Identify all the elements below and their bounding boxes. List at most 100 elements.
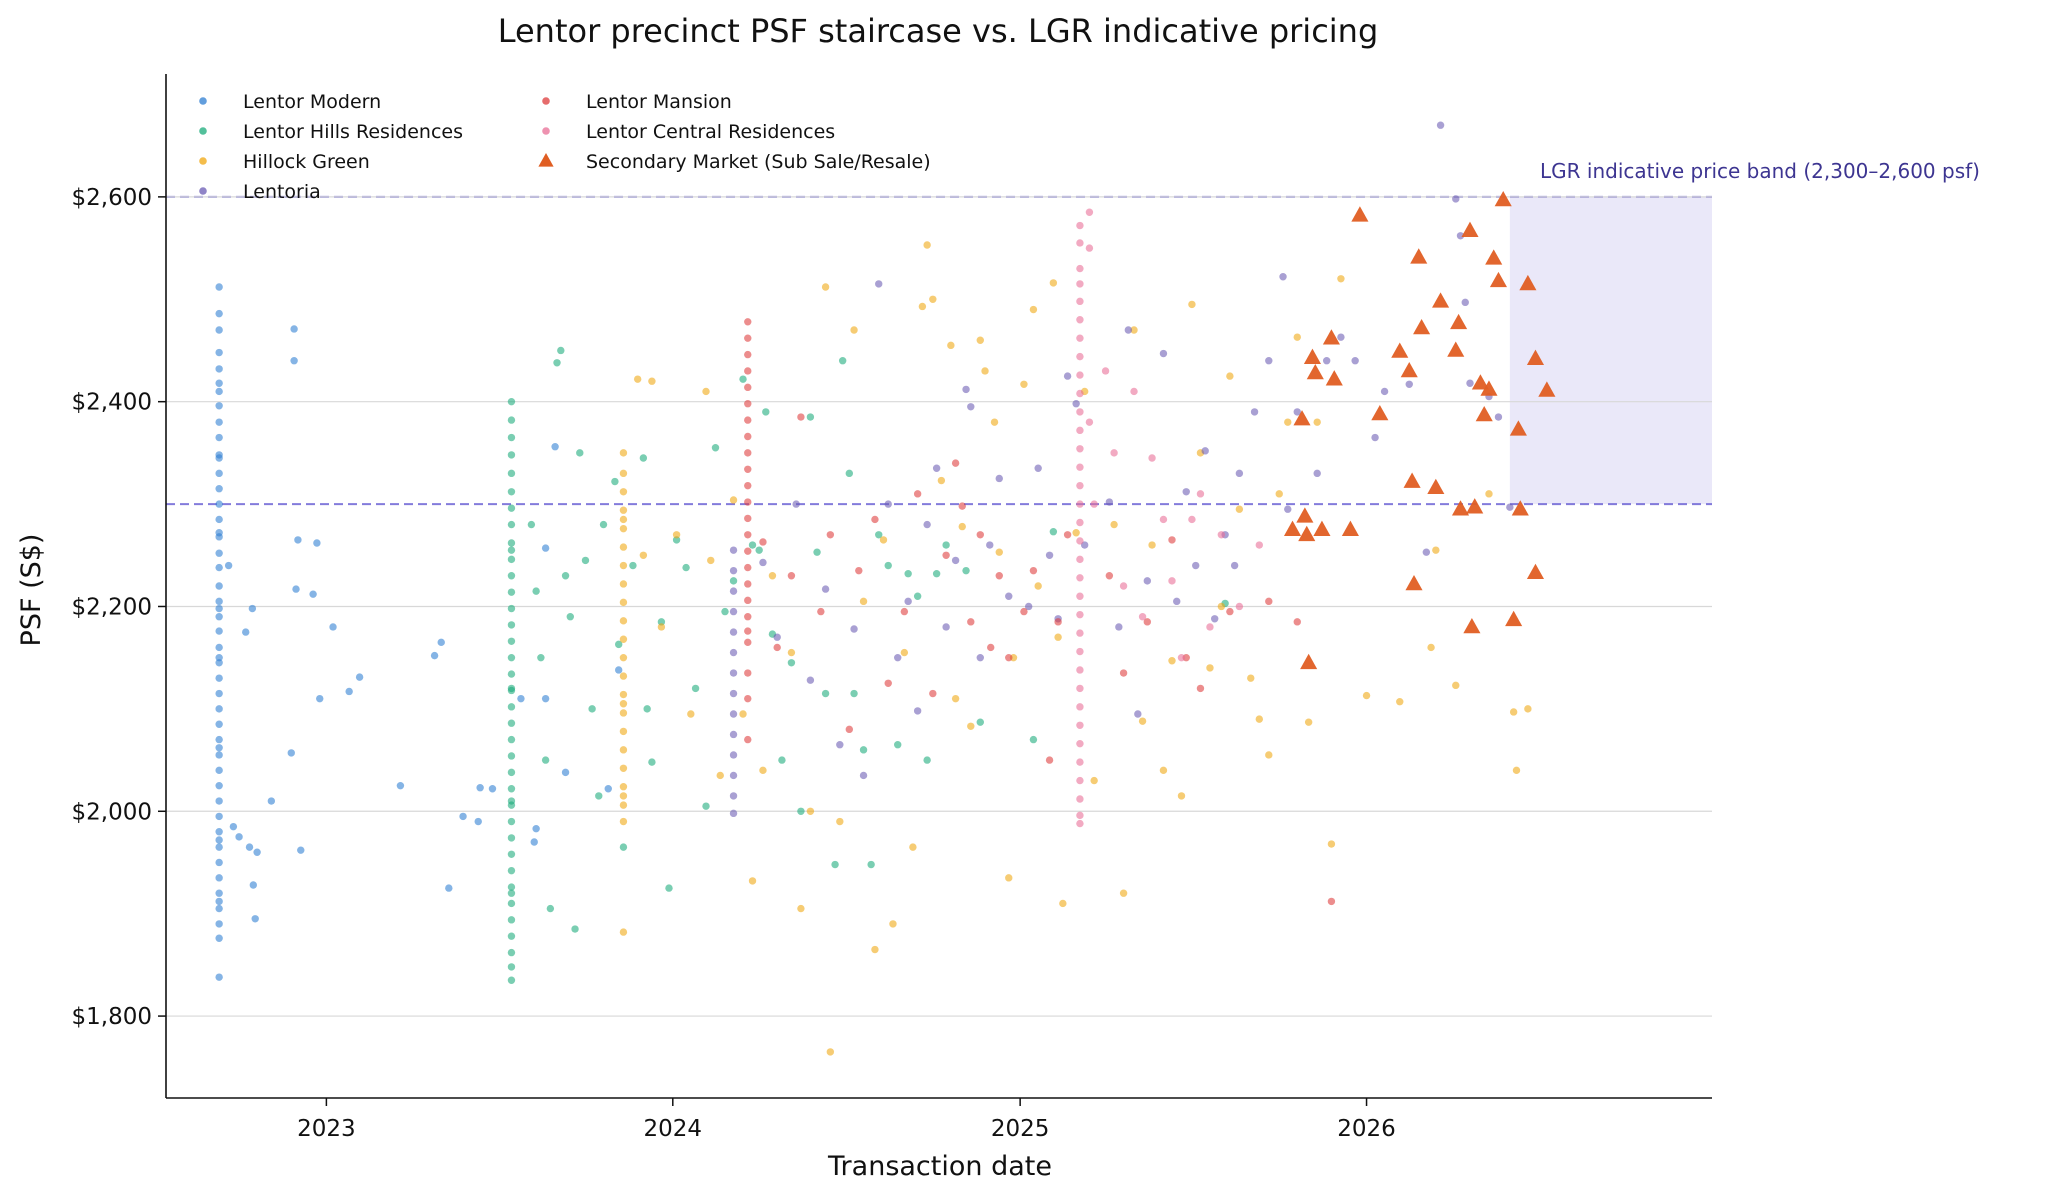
point-lentor-modern-29	[215, 766, 223, 775]
point-lentoria-69	[1405, 380, 1413, 388]
point-lentor-mansion-37	[942, 551, 950, 559]
point-hillock-green-49	[889, 920, 897, 928]
point-lentor-modern-30	[215, 781, 223, 790]
point-lentor-hills-residences-55	[611, 477, 619, 486]
legend-marker-lentor-mansion	[542, 97, 550, 105]
point-lentor-central-residences-51	[1235, 602, 1244, 611]
x-axis-title: Transaction date	[827, 1151, 1052, 1182]
point-lentor-hills-residences-92	[913, 592, 922, 600]
point-lentor-hills-residences-89	[884, 561, 892, 570]
point-hillock-green-101	[1427, 643, 1435, 652]
point-hillock-green-47	[871, 945, 879, 954]
point-lentor-hills-residences-43	[541, 756, 550, 764]
point-lentor-mansion-22	[744, 694, 752, 703]
point-lentoria-62	[1293, 408, 1301, 416]
point-lentor-modern-22	[215, 659, 223, 667]
point-lentor-modern-43	[215, 529, 223, 537]
point-lentoria-39	[1045, 551, 1054, 559]
point-hillock-green-79	[1148, 541, 1156, 549]
point-hillock-green-16	[619, 746, 628, 754]
point-lentor-central-residences-43	[1148, 454, 1156, 462]
point-lentoria-74	[1461, 298, 1469, 307]
point-lentor-hills-residences-33	[507, 948, 516, 957]
point-hillock-green-106	[1512, 766, 1521, 775]
point-lentor-modern-2	[215, 326, 223, 334]
point-secondary-market-sub-sale-resale-0	[1283, 520, 1302, 536]
point-lentor-hills-residences-9	[507, 555, 516, 564]
point-secondary-market-sub-sale-resale-35	[1511, 500, 1529, 516]
point-hillock-green-3	[619, 506, 628, 514]
point-lentor-modern-27	[215, 735, 223, 744]
point-lentor-central-residences-25	[1076, 739, 1084, 748]
legend-item-lentor-mansion: Lentor Mansion	[542, 91, 732, 113]
point-lentor-hills-residences-27	[507, 850, 516, 858]
point-lentor-hills-residences-88	[875, 531, 883, 539]
point-lentoria-11	[729, 771, 738, 780]
point-lentor-modern-77	[474, 817, 482, 826]
point-lentor-hills-residences-82	[831, 860, 839, 869]
point-hillock-green-7	[619, 580, 628, 588]
point-lentor-hills-residences-42	[537, 653, 545, 662]
point-lentor-hills-residences-78	[797, 807, 805, 815]
point-lentor-hills-residences-19	[507, 719, 516, 727]
point-hillock-green-55	[937, 476, 946, 485]
point-secondary-market-sub-sale-resale-33	[1505, 610, 1523, 627]
legend-marker-lentoria	[199, 187, 207, 195]
point-hillock-green-56	[947, 341, 955, 350]
legend-label-hillock-green: Hillock Green	[243, 151, 370, 173]
point-lentor-mansion-5	[744, 400, 752, 408]
point-hillock-green-107	[1524, 705, 1532, 713]
point-secondary-market-sub-sale-resale-16	[1405, 574, 1423, 591]
point-hillock-green-68	[1034, 582, 1042, 590]
point-lentor-hills-residences-67	[702, 802, 710, 810]
point-lentor-mansion-41	[976, 531, 984, 539]
point-lentor-hills-residences-35	[507, 976, 516, 984]
point-lentor-central-residences-22	[1076, 684, 1084, 693]
point-lentor-modern-67	[313, 539, 321, 547]
point-hillock-green-40	[797, 904, 805, 913]
point-lentor-modern-19	[215, 613, 223, 621]
point-lentor-hills-residences-25	[507, 817, 516, 826]
point-lentoria-73	[1456, 232, 1465, 240]
point-lentor-hills-residences-31	[507, 916, 516, 924]
point-hillock-green-99	[1362, 691, 1371, 700]
point-lentor-hills-residences-57	[619, 843, 628, 851]
point-lentoria-58	[1250, 408, 1259, 416]
point-lentoria-42	[1072, 400, 1080, 408]
point-lentoria-20	[850, 625, 858, 633]
point-secondary-market-sub-sale-resale-30	[1485, 249, 1503, 265]
point-secondary-market-sub-sale-resale-11	[1351, 206, 1369, 222]
point-hillock-green-95	[1304, 718, 1313, 726]
point-lentor-central-residences-15	[1076, 555, 1084, 564]
point-lentor-modern-69	[329, 623, 337, 631]
point-lentor-hills-residences-18	[507, 703, 516, 711]
reference-band-layer	[166, 195, 1712, 506]
point-lentor-mansion-8	[744, 449, 752, 457]
point-lentor-hills-residences-45	[553, 359, 561, 367]
point-lentor-hills-residences-20	[507, 735, 516, 744]
point-lentor-central-residences-23	[1076, 703, 1084, 711]
point-lentor-central-residences-20	[1076, 647, 1084, 656]
point-hillock-green-87	[1226, 372, 1234, 380]
point-hillock-green-8	[619, 598, 628, 607]
point-lentor-central-residences-9	[1076, 445, 1084, 453]
point-lentor-central-residences-29	[1076, 811, 1084, 820]
point-lentor-mansion-50	[1105, 572, 1114, 580]
point-lentoria-38	[1034, 464, 1042, 472]
point-lentoria-47	[1134, 710, 1142, 718]
point-lentor-hills-residences-8	[507, 539, 516, 547]
point-lentor-mansion-4	[744, 383, 752, 392]
point-lentor-hills-residences-5	[507, 488, 516, 496]
point-lentor-modern-57	[251, 915, 259, 923]
point-lentor-mansion-1	[744, 334, 752, 342]
point-lentor-hills-residences-76	[778, 756, 786, 764]
point-lentoria-14	[759, 558, 767, 567]
point-lentoria-72	[1452, 195, 1460, 203]
point-lentor-hills-residences-74	[762, 408, 770, 416]
point-lentor-hills-residences-28	[507, 866, 516, 875]
point-secondary-market-sub-sale-resale-9	[1325, 370, 1343, 386]
point-secondary-market-sub-sale-resale-19	[1427, 478, 1445, 494]
point-hillock-green-105	[1509, 708, 1518, 716]
point-lentor-hills-residences-14	[507, 637, 516, 645]
point-lentor-central-residences-50	[1217, 531, 1226, 539]
